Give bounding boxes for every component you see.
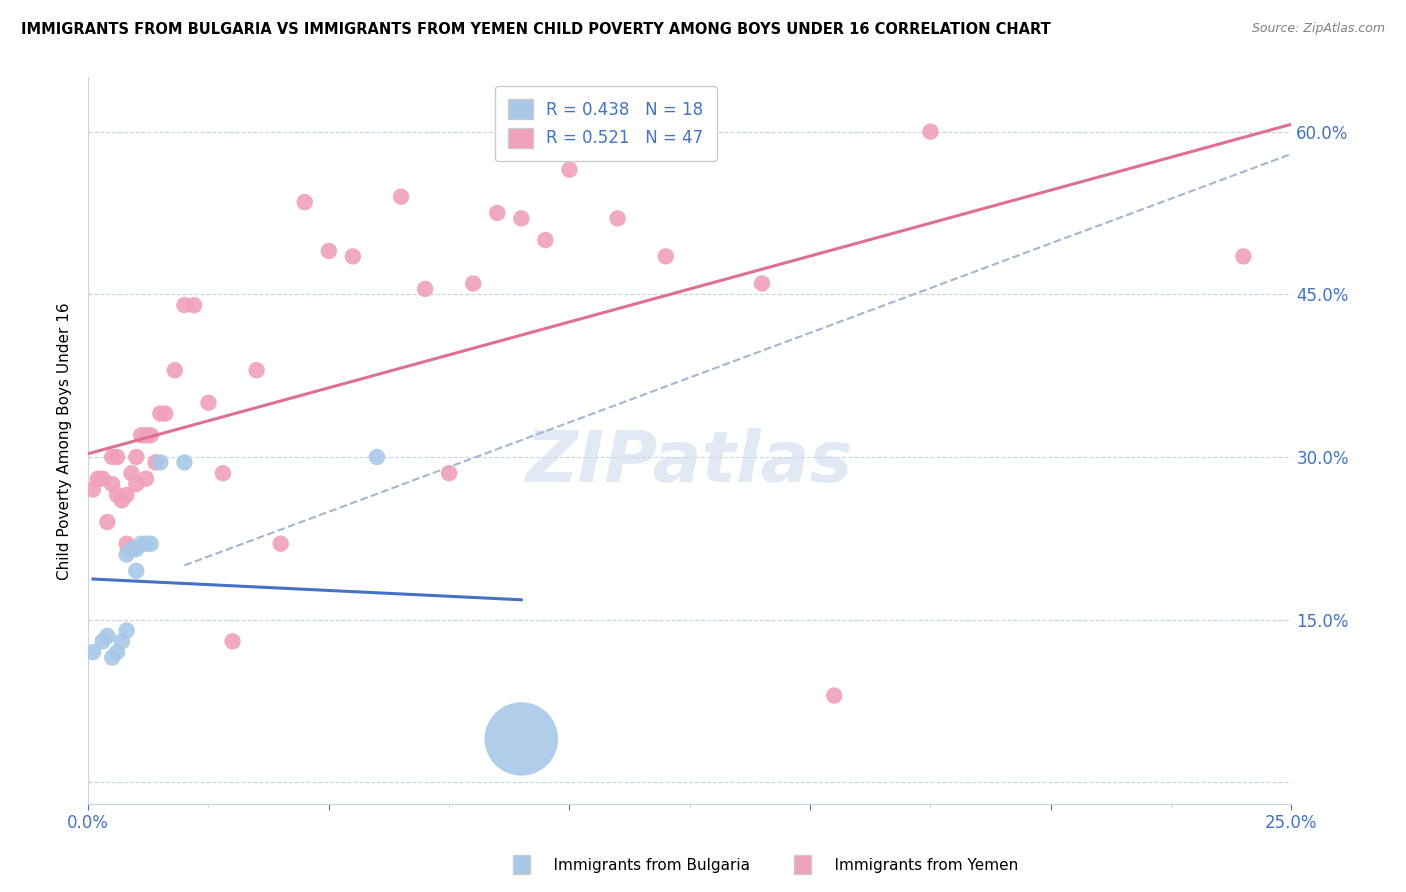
Point bbox=[173, 455, 195, 469]
Point bbox=[294, 195, 316, 210]
Point bbox=[558, 162, 581, 177]
Point bbox=[342, 249, 364, 263]
Point bbox=[87, 472, 110, 486]
Point bbox=[920, 125, 942, 139]
Point bbox=[510, 731, 533, 746]
Point bbox=[115, 537, 138, 551]
Text: ZIPatlas: ZIPatlas bbox=[526, 428, 853, 497]
Point bbox=[101, 477, 124, 491]
Point bbox=[751, 277, 773, 291]
Point bbox=[91, 472, 114, 486]
Point bbox=[270, 537, 292, 551]
Point bbox=[125, 542, 148, 557]
Point bbox=[437, 467, 460, 481]
Point bbox=[366, 450, 388, 464]
Text: Immigrants from Yemen: Immigrants from Yemen bbox=[815, 858, 1019, 872]
Point bbox=[115, 624, 138, 638]
Point bbox=[105, 645, 128, 659]
Point bbox=[486, 206, 509, 220]
Point bbox=[125, 477, 148, 491]
Point bbox=[1232, 249, 1254, 263]
Point bbox=[149, 407, 172, 421]
Point bbox=[115, 488, 138, 502]
Point bbox=[606, 211, 628, 226]
Point bbox=[135, 472, 157, 486]
Point bbox=[121, 542, 143, 557]
Point bbox=[510, 211, 533, 226]
Point bbox=[463, 277, 485, 291]
Point bbox=[389, 190, 412, 204]
Point bbox=[129, 537, 152, 551]
Text: Immigrants from Bulgaria: Immigrants from Bulgaria bbox=[534, 858, 751, 872]
Point bbox=[82, 645, 104, 659]
Point bbox=[129, 428, 152, 442]
Point bbox=[111, 634, 134, 648]
Point bbox=[91, 634, 114, 648]
Text: IMMIGRANTS FROM BULGARIA VS IMMIGRANTS FROM YEMEN CHILD POVERTY AMONG BOYS UNDER: IMMIGRANTS FROM BULGARIA VS IMMIGRANTS F… bbox=[21, 22, 1050, 37]
Point bbox=[221, 634, 243, 648]
Point bbox=[163, 363, 186, 377]
Point bbox=[121, 542, 143, 557]
Point bbox=[173, 298, 195, 312]
Point bbox=[246, 363, 269, 377]
Point bbox=[111, 493, 134, 508]
Point bbox=[101, 450, 124, 464]
Point bbox=[153, 407, 176, 421]
Y-axis label: Child Poverty Among Boys Under 16: Child Poverty Among Boys Under 16 bbox=[58, 301, 72, 580]
Point bbox=[139, 537, 162, 551]
Point bbox=[125, 564, 148, 578]
Point bbox=[823, 689, 845, 703]
Point bbox=[318, 244, 340, 258]
Point bbox=[121, 467, 143, 481]
Text: Source: ZipAtlas.com: Source: ZipAtlas.com bbox=[1251, 22, 1385, 36]
Point bbox=[197, 396, 219, 410]
Point bbox=[413, 282, 436, 296]
Point bbox=[96, 515, 118, 529]
Point bbox=[105, 488, 128, 502]
Point bbox=[135, 428, 157, 442]
Point bbox=[145, 455, 167, 469]
Point bbox=[534, 233, 557, 247]
Point bbox=[125, 450, 148, 464]
Point bbox=[149, 455, 172, 469]
Point bbox=[183, 298, 205, 312]
Point bbox=[654, 249, 676, 263]
Point bbox=[135, 537, 157, 551]
Point bbox=[82, 483, 104, 497]
Point bbox=[139, 428, 162, 442]
Point bbox=[101, 650, 124, 665]
Point bbox=[212, 467, 235, 481]
Legend: R = 0.438   N = 18, R = 0.521   N = 47: R = 0.438 N = 18, R = 0.521 N = 47 bbox=[495, 86, 717, 161]
Point bbox=[105, 450, 128, 464]
Point bbox=[115, 548, 138, 562]
Point bbox=[96, 629, 118, 643]
